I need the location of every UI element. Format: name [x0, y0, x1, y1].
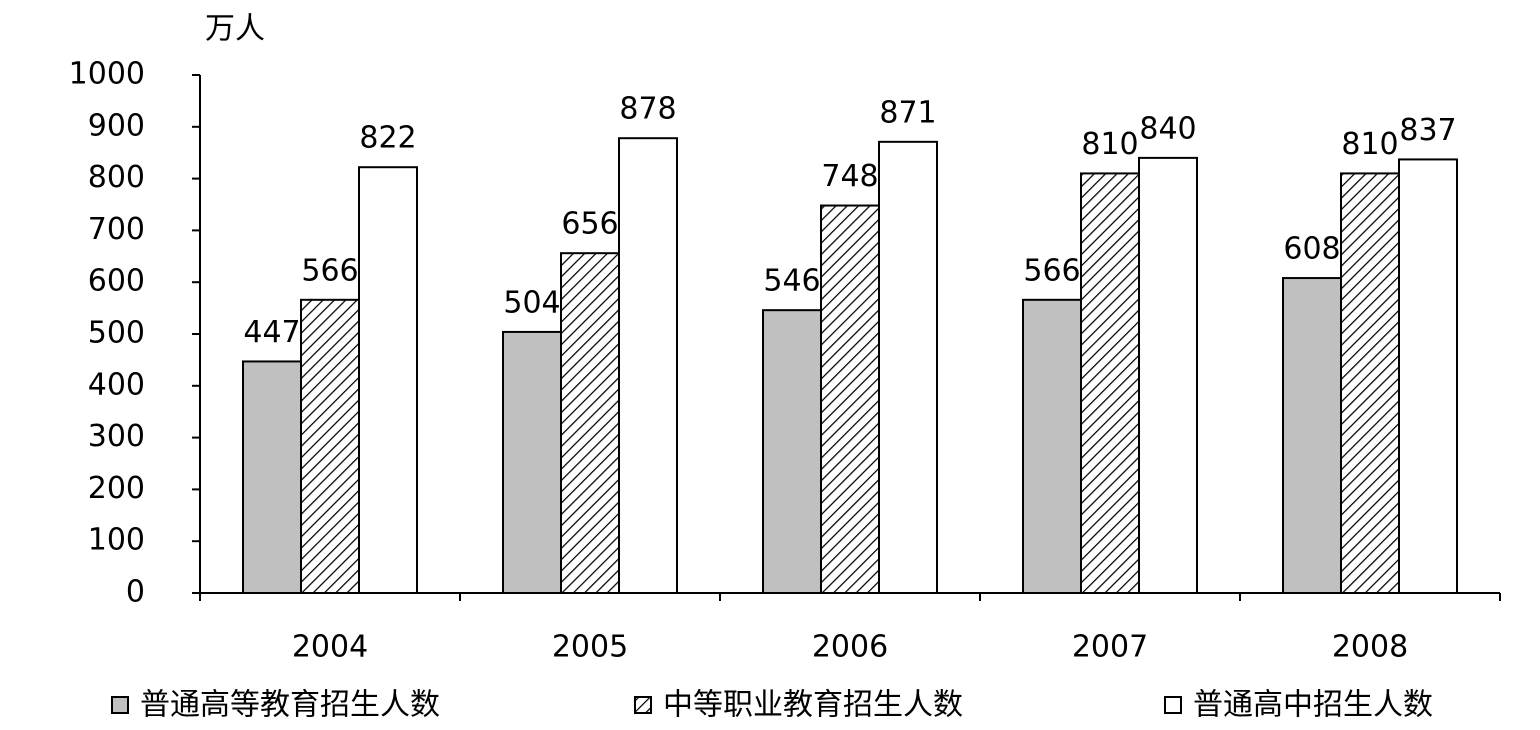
legend-label: 普通高等教育招生人数 — [140, 688, 440, 723]
value-label: 447 — [243, 315, 300, 350]
value-label: 546 — [763, 264, 820, 299]
y-tick-label: 600 — [88, 264, 145, 299]
bar — [502, 330, 562, 594]
y-tick-label: 300 — [88, 419, 145, 454]
value-label: 871 — [879, 95, 936, 130]
value-label: 748 — [821, 159, 878, 194]
bar — [358, 166, 418, 594]
y-tick-label: 500 — [88, 316, 145, 351]
x-tick-label: 2008 — [1332, 630, 1408, 665]
y-tick-label: 900 — [88, 108, 145, 143]
value-label: 840 — [1139, 111, 1196, 146]
bar — [878, 140, 938, 595]
bar — [242, 360, 302, 595]
bar — [1138, 156, 1198, 594]
legend-label: 中等职业教育招生人数 — [663, 688, 963, 723]
legend-swatch — [634, 696, 652, 714]
legend-swatch — [1164, 696, 1182, 714]
x-tick-label: 2006 — [812, 630, 888, 665]
bar — [1022, 298, 1082, 594]
bar — [762, 309, 822, 594]
value-label: 810 — [1081, 127, 1138, 162]
y-tick-label: 400 — [88, 367, 145, 402]
value-label: 878 — [619, 92, 676, 127]
bar — [618, 137, 678, 594]
y-tick-label: 200 — [88, 471, 145, 506]
legend-swatch — [111, 696, 129, 714]
value-label: 822 — [359, 121, 416, 156]
bar — [820, 204, 880, 594]
y-tick-label: 1000 — [69, 57, 145, 92]
value-label: 656 — [561, 207, 618, 242]
value-label: 566 — [1023, 253, 1080, 288]
x-tick-label: 2004 — [292, 630, 368, 665]
y-tick-label: 700 — [88, 212, 145, 247]
bar — [1340, 172, 1400, 594]
x-tick-label: 2007 — [1072, 630, 1148, 665]
x-tick-label: 2005 — [552, 630, 628, 665]
value-label: 566 — [301, 253, 358, 288]
y-tick-label: 800 — [88, 160, 145, 195]
value-label: 504 — [503, 285, 560, 320]
legend-label: 普通高中招生人数 — [1193, 688, 1433, 723]
y-axis-label: 万人 — [205, 12, 265, 47]
bar — [1080, 172, 1140, 594]
value-label: 608 — [1283, 232, 1340, 267]
bar — [560, 252, 620, 595]
value-label: 810 — [1341, 127, 1398, 162]
y-tick-label: 100 — [88, 523, 145, 558]
y-tick-label: 0 — [126, 575, 145, 610]
value-label: 837 — [1399, 113, 1456, 148]
bar — [1398, 158, 1458, 595]
bar — [300, 298, 360, 594]
bar — [1282, 277, 1342, 594]
